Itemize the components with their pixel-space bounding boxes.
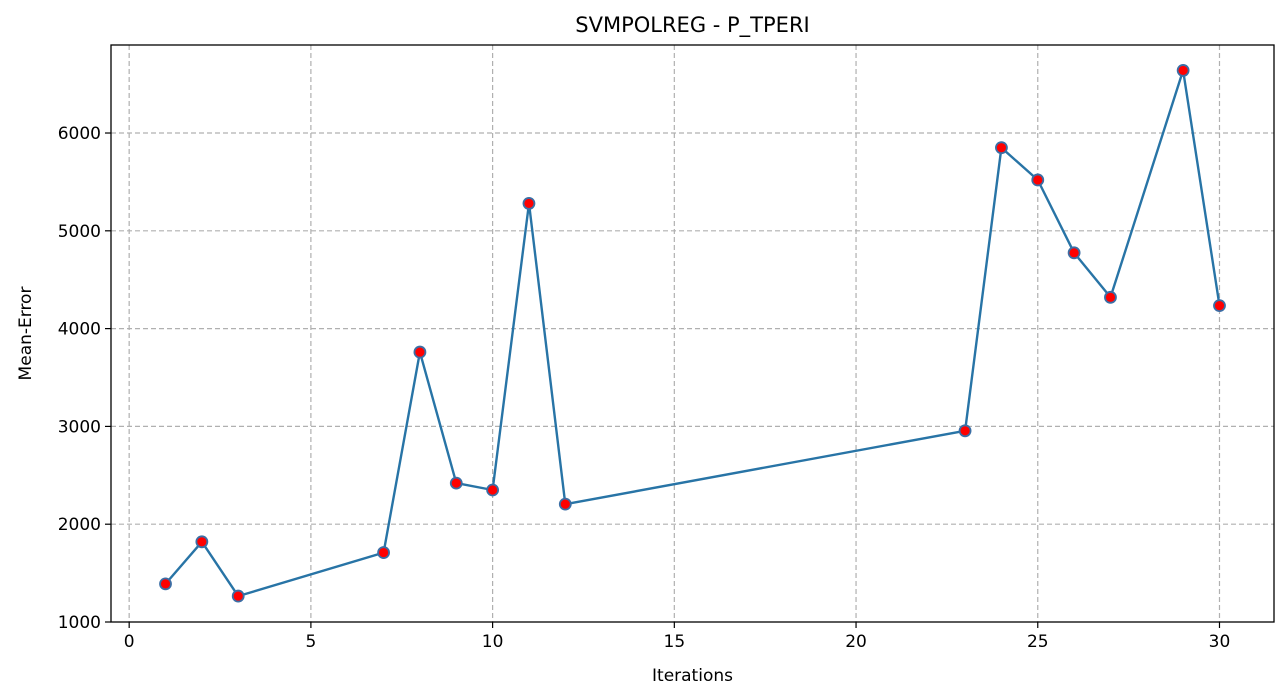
data-point [449,476,463,490]
data-point [195,535,209,549]
data-point [558,497,572,511]
data-point [1067,246,1081,260]
y-tick-label: 5000 [58,222,101,242]
data-point [413,345,427,359]
y-tick-label: 3000 [58,417,101,437]
data-point [231,589,245,603]
x-tick-label: 10 [482,632,504,652]
x-tick-label: 20 [845,632,867,652]
data-point [522,197,536,210]
x-axis-label: Iterations [652,666,733,686]
x-tick-label: 5 [305,632,316,652]
data-point [995,141,1008,155]
y-tick-label: 6000 [58,124,101,144]
data-point [1031,173,1045,187]
data-point [486,483,500,497]
x-tick-label: 30 [1209,632,1231,652]
series-group [159,64,1226,603]
y-axis-label: Mean-Error [16,287,36,381]
data-point [159,577,172,591]
y-tick-label: 4000 [58,320,101,340]
y-tick-label: 2000 [58,515,101,535]
data-point [1213,299,1226,313]
data-point [377,546,390,559]
chart-title: SVMPOLREG - P_TPERI [575,13,809,38]
data-point [958,424,972,438]
axis-ticks [105,132,1221,628]
data-point [1176,64,1190,77]
plot-frame [110,44,1275,623]
x-tick-label: 25 [1027,632,1049,652]
y-tick-label: 1000 [58,613,101,633]
x-tick-label: 15 [664,632,686,652]
x-tick-label: 0 [124,632,135,652]
grid [111,45,1274,622]
data-point [1104,290,1117,304]
series-line [164,69,1221,598]
tick-labels: 0 5 10 15 20 25 30 1000 2000 3000 4000 5000 6000 [58,124,1231,652]
